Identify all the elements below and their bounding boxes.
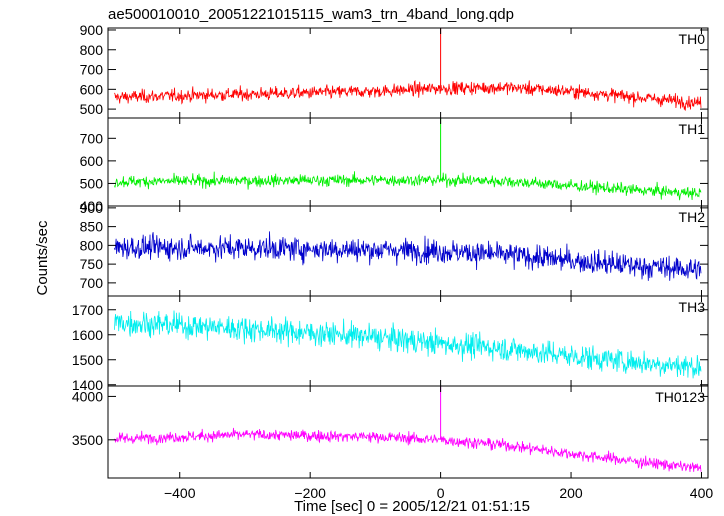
panel-frame-th0123 [107,385,709,479]
series-line-th0123 [114,427,702,473]
series-line-th1 [114,171,702,201]
y-axis-label: Counts/sec [34,220,51,296]
x-tick-label: 200 [559,485,583,501]
x-tick-label: −200 [294,485,326,501]
y-tick-label: 500 [80,101,104,117]
y-tick-label: 400 [80,198,104,214]
y-tick-label: 3500 [72,432,103,448]
y-tick-label: 700 [80,62,104,78]
y-tick-label: 600 [80,153,104,169]
y-tick-label: 700 [80,275,104,291]
panel-label-th1: TH1 [679,121,706,137]
y-tick-label: 500 [80,175,104,191]
y-tick-label: 1700 [72,302,103,318]
x-tick-label: 0 [437,485,445,501]
y-tick-label: 850 [80,219,104,235]
y-tick-label: 900 [80,200,104,216]
panel-frame-th1 [107,117,709,207]
panel-label-th2: TH2 [679,209,706,225]
panel-label-th0123: TH0123 [655,389,705,405]
y-tick-label: 4000 [72,388,103,404]
x-tick-label: −400 [164,485,196,501]
panel-label-th0: TH0 [679,31,706,47]
y-tick-label: 600 [80,81,104,97]
x-tick-label: 400 [690,485,714,501]
x-axis-label: Time [sec] 0 = 2005/12/21 01:51:15 [294,498,530,515]
y-tick-label: 900 [80,22,104,38]
y-tick-label: 1400 [72,377,103,393]
panels: 500 600 700 800 900 TH0 400 500 600 700 TH1 700 750 8… [72,22,714,501]
panel-label-th3: TH3 [679,299,706,315]
series-line-th0 [114,80,702,111]
series-line-th3 [114,310,702,379]
panel-frame-th0 [107,27,709,119]
y-tick-label: 1500 [72,352,103,368]
series-line-th2 [114,231,702,281]
y-tick-label: 700 [80,130,104,146]
chart-title: ae500010010_20051221015115_wam3_trn_4ban… [108,6,514,23]
y-tick-label: 1600 [72,327,103,343]
y-tick-label: 800 [80,42,104,58]
y-tick-label: 800 [80,237,104,253]
y-tick-label: 750 [80,256,104,272]
